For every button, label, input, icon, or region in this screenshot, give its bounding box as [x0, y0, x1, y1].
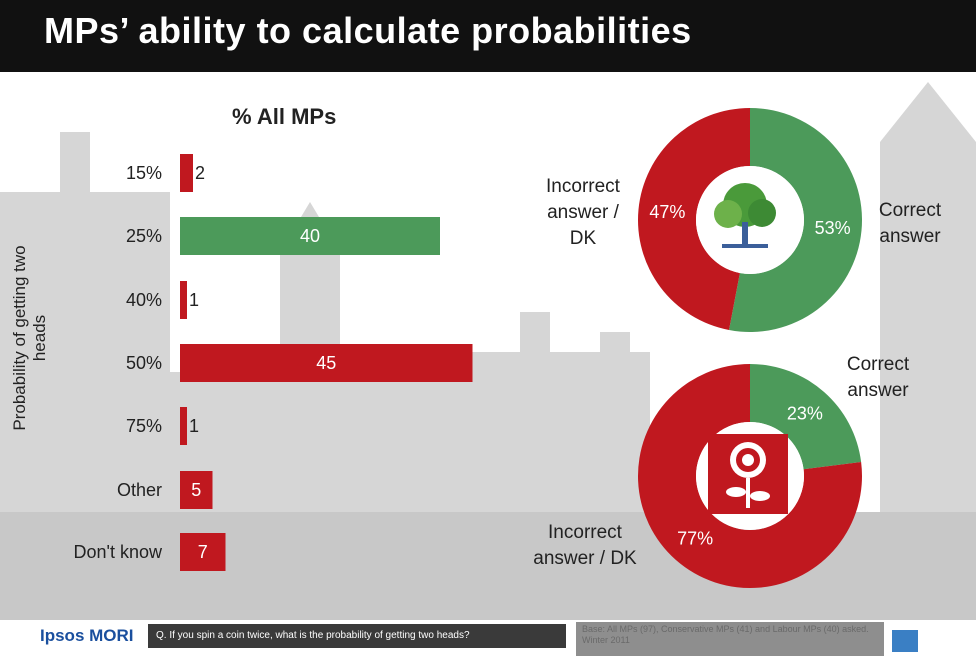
value-label: 5	[191, 480, 201, 500]
page-title: MPs’ ability to calculate probabilities	[44, 10, 692, 51]
category-label: 25%	[126, 226, 162, 246]
footer-brand: Ipsos MORI	[40, 626, 134, 645]
category-label: 15%	[126, 163, 162, 183]
title-bar: MPs’ ability to calculate probabilities	[0, 0, 976, 72]
category-label: 40%	[126, 290, 162, 310]
bar	[180, 154, 193, 192]
donut-slice	[729, 108, 863, 332]
donut-label-incorrect: Incorrect answer / DK	[546, 176, 621, 249]
donut-label-correct: Correct answer	[879, 200, 942, 247]
bar	[180, 344, 473, 382]
parliament-skyline-background	[0, 82, 976, 620]
category-label: Other	[117, 480, 162, 500]
bar-chart-title: % All MPs	[232, 104, 337, 129]
footer-question: Q. If you spin a coin twice, what is the…	[148, 624, 566, 648]
ipsos-logo-icon	[892, 630, 918, 652]
value-label: 7	[198, 542, 208, 562]
donut-slice	[638, 108, 750, 331]
slice-percent-label: 77%	[677, 528, 713, 548]
category-label: 50%	[126, 353, 162, 373]
bar	[180, 217, 440, 255]
bar	[180, 407, 187, 445]
conservative-tree-icon	[714, 183, 776, 248]
labour-rose-icon	[708, 434, 788, 514]
value-label: 1	[189, 290, 199, 310]
bar	[180, 533, 226, 571]
value-label: 1	[189, 416, 199, 436]
slice-percent-label: 23%	[787, 404, 823, 424]
slice-percent-label: 47%	[649, 202, 685, 222]
slice-percent-label: 53%	[815, 218, 851, 238]
donut-label-incorrect: Incorrect answer / DK	[533, 522, 637, 569]
bar	[180, 471, 213, 509]
category-label: Don't know	[74, 542, 163, 562]
value-label: 40	[300, 226, 320, 246]
category-label: 75%	[126, 416, 162, 436]
bar	[180, 281, 187, 319]
value-label: 2	[195, 163, 205, 183]
footer-base-note: Base: All MPs (97), Conservative MPs (41…	[576, 622, 884, 656]
donut-slice	[750, 364, 862, 470]
donut-label-correct: Correct answer	[847, 354, 910, 401]
donut-slice	[638, 364, 862, 588]
value-label: 45	[316, 353, 336, 373]
